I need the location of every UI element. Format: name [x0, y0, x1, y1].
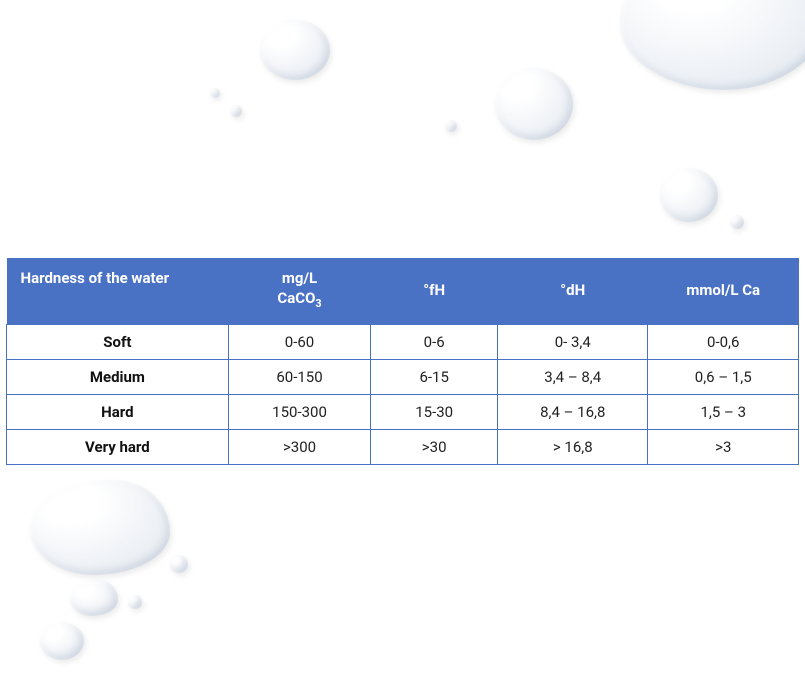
- cell-label: Very hard: [7, 429, 229, 464]
- table-row: Hard150-30015-308,4 – 16,81,5 – 3: [7, 394, 799, 429]
- water-droplet-icon: [620, 0, 805, 90]
- cell-mmol: 0,6 – 1,5: [648, 359, 799, 394]
- header-dh: °dH: [498, 258, 648, 324]
- water-droplet-icon: [210, 88, 220, 98]
- header-hardness: Hardness of the water: [7, 258, 229, 324]
- header-fh: °fH: [371, 258, 498, 324]
- table-row: Medium60-1506-153,4 – 8,40,6 – 1,5: [7, 359, 799, 394]
- hardness-table-container: Hardness of the water mg/L CaCO3 °fH °dH…: [6, 258, 799, 465]
- cell-caco3: 0-60: [228, 324, 371, 359]
- table-body: Soft0-600-60- 3,40-0,6Medium60-1506-153,…: [7, 324, 799, 464]
- cell-caco3: 60-150: [228, 359, 371, 394]
- cell-dh: > 16,8: [498, 429, 648, 464]
- cell-mmol: >3: [648, 429, 799, 464]
- water-droplet-icon: [445, 120, 457, 132]
- cell-label: Medium: [7, 359, 229, 394]
- cell-dh: 3,4 – 8,4: [498, 359, 648, 394]
- water-hardness-table: Hardness of the water mg/L CaCO3 °fH °dH…: [6, 258, 799, 465]
- cell-fh: 6-15: [371, 359, 498, 394]
- cell-fh: >30: [371, 429, 498, 464]
- cell-fh: 0-6: [371, 324, 498, 359]
- cell-fh: 15-30: [371, 394, 498, 429]
- header-caco3: mg/L CaCO3: [228, 258, 371, 324]
- water-droplet-icon: [495, 68, 573, 140]
- header-mmol: mmol/L Ca: [648, 258, 799, 324]
- cell-caco3: >300: [228, 429, 371, 464]
- cell-mmol: 0-0,6: [648, 324, 799, 359]
- cell-caco3: 150-300: [228, 394, 371, 429]
- water-droplet-icon: [660, 168, 718, 222]
- water-droplet-icon: [70, 580, 118, 616]
- cell-label: Hard: [7, 394, 229, 429]
- water-droplet-icon: [128, 595, 142, 609]
- table-row: Soft0-600-60- 3,40-0,6: [7, 324, 799, 359]
- water-droplet-icon: [40, 622, 84, 660]
- header-caco3-sub: 3: [315, 297, 321, 310]
- cell-dh: 8,4 – 16,8: [498, 394, 648, 429]
- table-header-row: Hardness of the water mg/L CaCO3 °fH °dH…: [7, 258, 799, 324]
- water-droplet-icon: [170, 555, 188, 573]
- water-droplet-icon: [230, 105, 242, 117]
- cell-label: Soft: [7, 324, 229, 359]
- header-caco3-line2-pre: CaCO: [277, 289, 315, 307]
- cell-dh: 0- 3,4: [498, 324, 648, 359]
- water-droplet-icon: [730, 215, 744, 229]
- water-droplet-icon: [260, 20, 330, 80]
- water-droplet-icon: [30, 480, 170, 575]
- header-caco3-line1: mg/L: [282, 269, 317, 287]
- cell-mmol: 1,5 – 3: [648, 394, 799, 429]
- table-row: Very hard>300>30> 16,8>3: [7, 429, 799, 464]
